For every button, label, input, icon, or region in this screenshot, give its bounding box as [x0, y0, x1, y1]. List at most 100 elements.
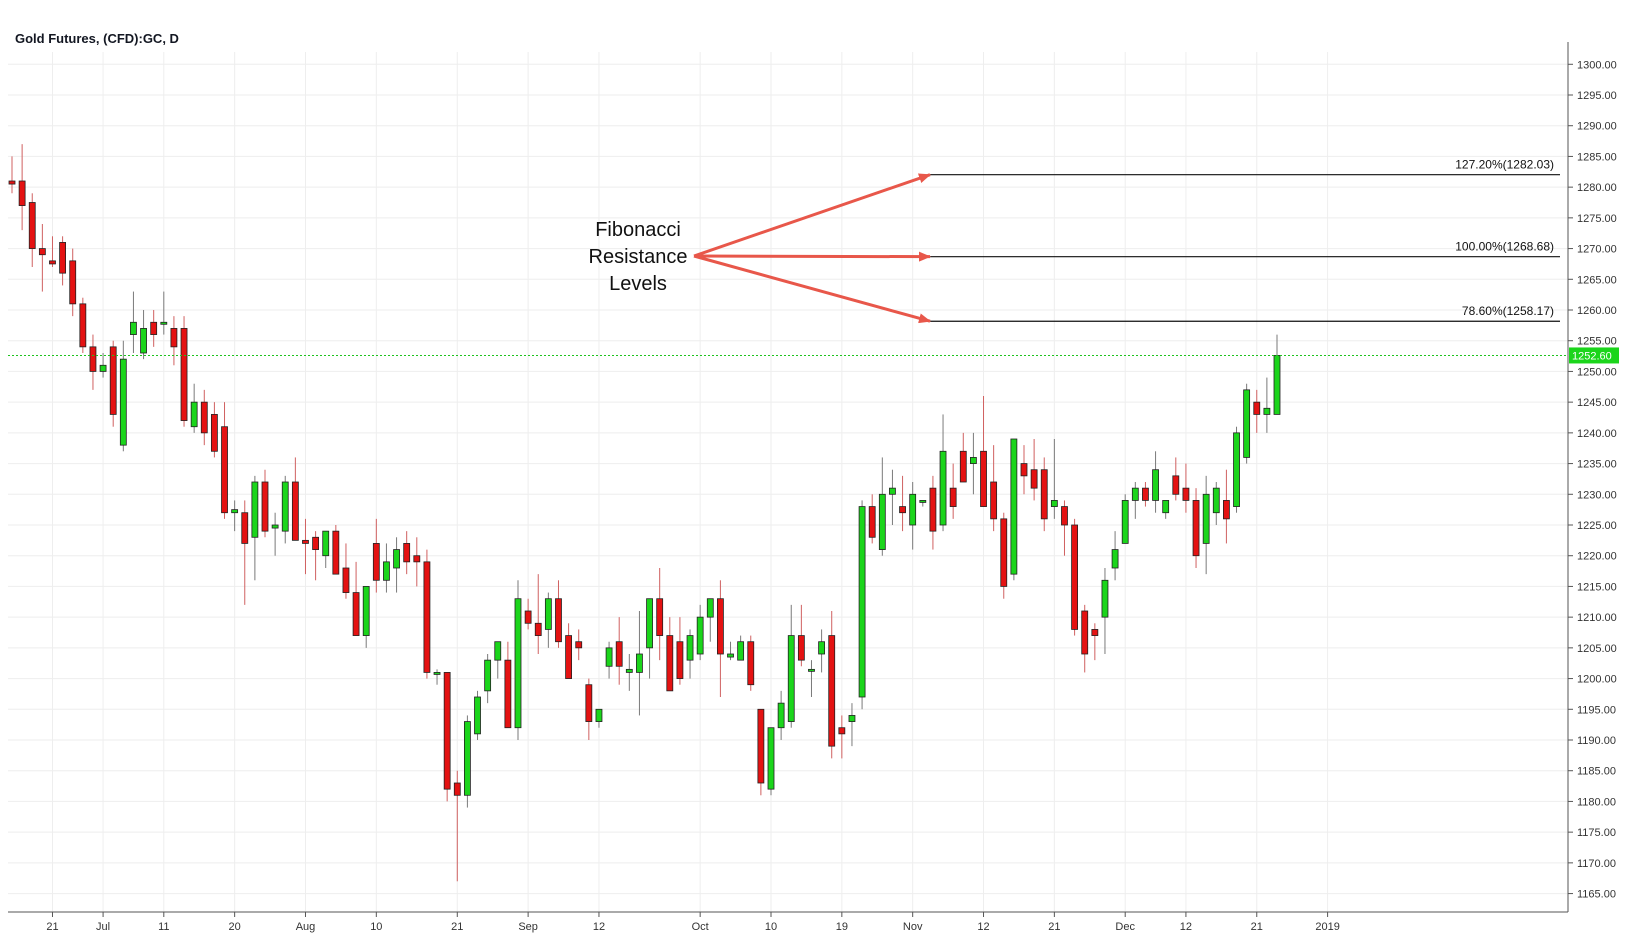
candle-body: [241, 512, 249, 544]
candle-body: [787, 635, 795, 722]
candle-body: [889, 487, 896, 495]
candle-body: [18, 180, 26, 206]
candle-body: [686, 635, 694, 661]
chart-title: Gold Futures, (CFD):GC, D: [15, 31, 179, 46]
candle-body: [463, 721, 471, 796]
candle-body: [636, 653, 643, 673]
candle-body: [1273, 355, 1281, 415]
candle-body: [959, 450, 967, 483]
candle-body: [443, 672, 451, 790]
candle-body: [1253, 401, 1261, 415]
y-tick-label: 1260.00: [1577, 305, 1617, 317]
candle-body: [534, 622, 542, 636]
candle-body: [69, 260, 77, 305]
candle-body: [777, 702, 785, 729]
candle-body: [605, 647, 613, 667]
x-tick-label: Jul: [96, 921, 110, 933]
annotation-arrows: [693, 173, 931, 324]
candle-body: [1091, 629, 1099, 636]
x-tick-label: 10: [370, 921, 382, 933]
last-price-line: 1252.60: [8, 347, 1619, 364]
candle-body: [504, 659, 512, 729]
candle-body: [727, 653, 734, 658]
candle-body: [646, 598, 653, 649]
candle-body: [980, 450, 987, 507]
candle-body: [1010, 438, 1018, 575]
candle-body: [878, 493, 886, 550]
candle-body: [291, 481, 299, 541]
annotation-arrow: [693, 251, 931, 262]
candle-body: [362, 586, 370, 636]
candle-body: [828, 635, 836, 747]
candle-body: [372, 543, 380, 581]
y-tick-label: 1180.00: [1577, 796, 1616, 808]
candle-body: [1020, 463, 1028, 477]
candle-body: [403, 543, 411, 563]
y-tick-label: 1245.00: [1577, 397, 1617, 409]
annotation-line: Resistance: [589, 246, 688, 268]
y-tick-label: 1205.00: [1577, 643, 1617, 655]
annotation-arrow: [693, 173, 931, 258]
candle-body: [1121, 500, 1129, 544]
candle-body: [1243, 389, 1251, 458]
candle-body: [555, 598, 562, 643]
y-tick-label: 1190.00: [1577, 735, 1616, 747]
y-tick-label: 1275.00: [1577, 213, 1617, 225]
candle-body: [8, 180, 16, 185]
candle-body: [858, 506, 866, 698]
y-tick-label: 1270.00: [1577, 244, 1617, 256]
candle-body: [706, 598, 714, 618]
candle-body: [1182, 487, 1190, 501]
y-tick-label: 1230.00: [1577, 489, 1617, 501]
candle-body: [1000, 518, 1008, 587]
candle-body: [747, 641, 755, 686]
y-tick-label: 1215.00: [1577, 581, 1617, 593]
candle-body: [919, 500, 927, 503]
candle-body: [899, 506, 906, 514]
candle-body: [514, 598, 522, 729]
candle-body: [1192, 500, 1200, 557]
annotation-line: Fibonacci: [595, 219, 681, 241]
candle-body: [656, 598, 664, 636]
x-tick-label: 19: [836, 921, 848, 933]
x-tick-label: 12: [977, 921, 989, 933]
candle-body: [757, 708, 765, 784]
fib-level-label: 78.60%(1258.17): [1462, 304, 1554, 318]
candle-body: [818, 641, 825, 655]
x-tick-label: 12: [1180, 921, 1192, 933]
candle-body: [332, 530, 340, 575]
candle-body: [595, 708, 603, 722]
candle-body: [565, 635, 572, 679]
candle-body: [1081, 610, 1089, 655]
x-tick-label: Aug: [296, 921, 316, 933]
y-tick-label: 1265.00: [1577, 274, 1617, 286]
candle-body: [180, 328, 188, 421]
candle-body: [1212, 487, 1220, 514]
candle-body: [312, 536, 320, 550]
candle-body: [797, 635, 805, 661]
y-tick-label: 1210.00: [1577, 612, 1617, 624]
x-tick-label: Dec: [1115, 921, 1135, 933]
x-tick-label: 21: [1048, 921, 1060, 933]
candle-body: [848, 715, 856, 722]
last-price-badge: [1569, 347, 1619, 364]
last-price-label: 1252.60: [1572, 350, 1612, 362]
candle-body: [423, 561, 431, 673]
candle-body: [352, 592, 360, 636]
candle-body: [808, 668, 815, 672]
candle-body: [190, 401, 198, 428]
candle-body: [1202, 493, 1210, 544]
x-tick-label: 21: [1251, 921, 1263, 933]
candle-body: [990, 481, 998, 520]
candle-body: [109, 346, 117, 415]
candle-body: [1101, 579, 1109, 618]
fib-level-label: 127.20%(1282.03): [1455, 158, 1554, 172]
candle-body: [737, 641, 745, 661]
candle-body: [251, 481, 259, 538]
candle-body: [970, 457, 977, 464]
candle-body: [433, 672, 441, 675]
y-tick-label: 1170.00: [1577, 858, 1616, 870]
fib-level-label: 100.00%(1268.68): [1455, 240, 1554, 254]
x-tick-label: 20: [229, 921, 241, 933]
candle-body: [38, 248, 46, 256]
